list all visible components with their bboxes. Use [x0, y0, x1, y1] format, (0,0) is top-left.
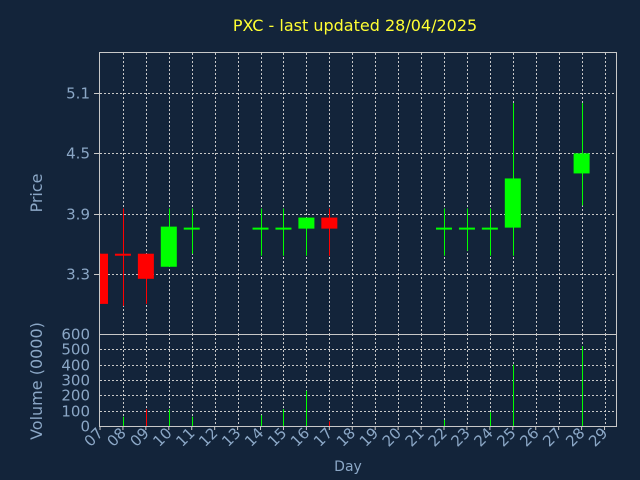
- price-tick-label: 4.5: [66, 145, 90, 163]
- volume-tick-label: 200: [61, 387, 90, 405]
- candle: [298, 217, 315, 256]
- candle: [436, 208, 452, 256]
- candle: [573, 103, 590, 206]
- price-plot-frame: [99, 52, 617, 335]
- candle-body: [183, 227, 200, 230]
- candle-body: [275, 227, 292, 230]
- price-axis-label: Price: [27, 173, 46, 212]
- candle-body: [481, 227, 498, 230]
- candle-body: [137, 253, 154, 279]
- candle: [481, 208, 498, 256]
- volume-axis-label: Volume (0000): [27, 322, 46, 440]
- candle: [137, 253, 154, 304]
- candle-body: [436, 227, 452, 230]
- volume-tick-label: 300: [61, 372, 90, 390]
- candle-body: [573, 153, 590, 174]
- candle-body: [298, 217, 315, 229]
- volume-tick-label: 0: [80, 418, 90, 436]
- candle: [275, 208, 292, 256]
- volume-tick-label: 100: [61, 403, 90, 421]
- price-tick-label: 3.9: [66, 206, 90, 224]
- price-tick-label: 5.1: [66, 85, 90, 103]
- x-axis-label: Day: [334, 459, 362, 475]
- candle: [504, 103, 521, 256]
- price-panel: 3.3 3.9 4.5 5.1: [66, 52, 617, 335]
- candle-body: [321, 217, 338, 229]
- candle-body: [114, 253, 131, 256]
- chart-title: PXC - last updated 28/04/2025: [233, 16, 477, 35]
- candle-body: [458, 227, 475, 230]
- candle-body: [252, 227, 269, 230]
- candle: [114, 208, 131, 306]
- candle: [321, 208, 338, 256]
- candle-body: [504, 178, 521, 228]
- candle-body: [100, 253, 108, 304]
- price-tick-label: 3.3: [66, 266, 90, 284]
- candle: [160, 208, 177, 267]
- volume-tick-label: 400: [61, 357, 90, 375]
- x-tick-label: 29: [585, 424, 611, 450]
- candle: [183, 208, 200, 254]
- candle: [100, 253, 108, 304]
- volume-tick-label: 600: [61, 326, 90, 344]
- volume-tick-label: 500: [61, 341, 90, 359]
- candle: [458, 208, 475, 251]
- volume-panel: 0100200300400500600070809101112131415161…: [61, 326, 617, 450]
- candle-body: [160, 226, 177, 267]
- candle: [252, 208, 269, 256]
